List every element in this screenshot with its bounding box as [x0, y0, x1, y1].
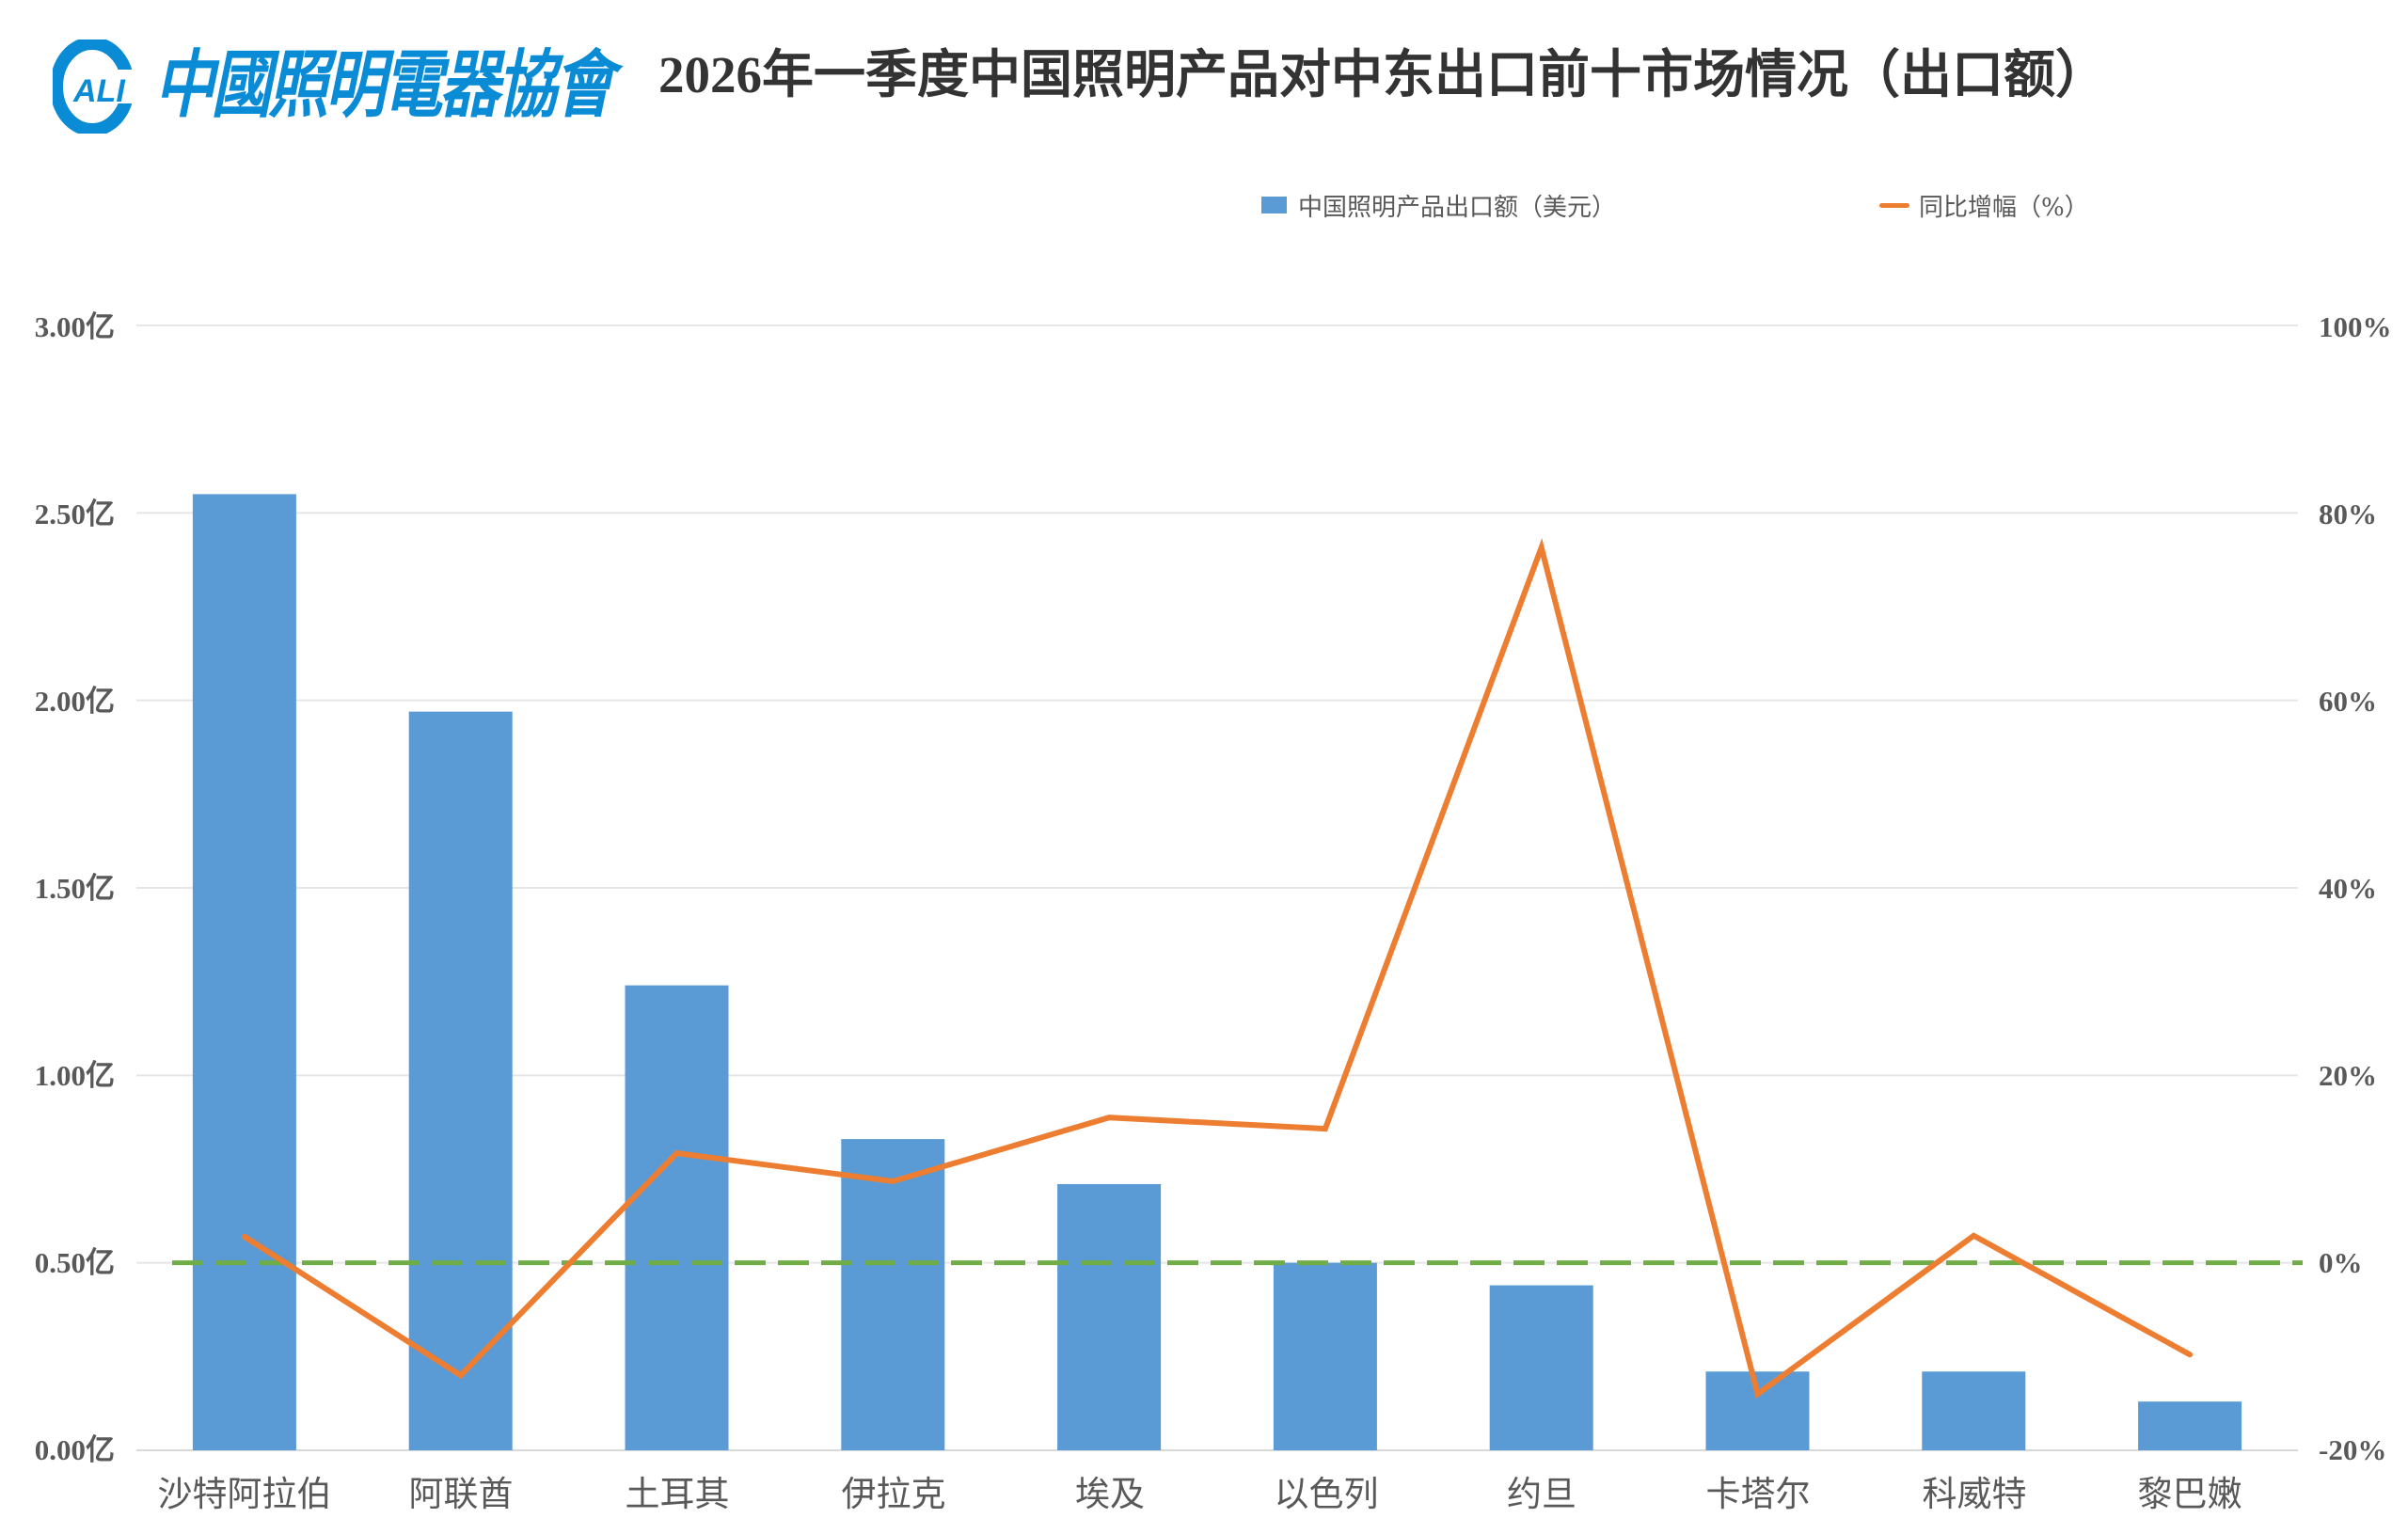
right-axis-tick: 80%	[2319, 498, 2377, 530]
legend-label: 中国照明产品出口额（美元）	[1298, 193, 1617, 222]
right-axis-tick: 100%	[2319, 310, 2392, 343]
org-name: 中國照明電器協會	[154, 42, 614, 128]
bar-8[interactable]	[1922, 1371, 2026, 1450]
category-label: 埃及	[1075, 1474, 1145, 1514]
category-label: 沙特阿拉伯	[157, 1474, 332, 1514]
cali-logo: ALI 中國照明電器協會	[49, 34, 614, 142]
legend-item-yoy-growth[interactable]: 同比增幅（%）	[1879, 188, 2089, 222]
right-axis-tick: 20%	[2319, 1059, 2377, 1092]
growth-line-series	[241, 538, 2194, 1400]
right-axis-tick: 60%	[2319, 685, 2377, 718]
category-label: 科威特	[1922, 1474, 2027, 1514]
category-label: 以色列	[1274, 1474, 1379, 1514]
legend-label: 同比增幅（%）	[1919, 193, 2089, 222]
left-axis-tick: 2.00亿	[34, 685, 115, 718]
right-axis-tick: 0%	[2319, 1246, 2363, 1279]
category-label: 卡塔尔	[1705, 1474, 1811, 1514]
line-swatch-icon	[1879, 202, 1909, 208]
right-axis-tick: -20%	[2319, 1433, 2387, 1466]
legend-item-export-value[interactable]: 中国照明产品出口额（美元）	[1261, 188, 1616, 222]
category-label: 伊拉克	[841, 1474, 946, 1514]
svg-text:ALI: ALI	[72, 73, 126, 109]
cali-ring-icon: ALI	[53, 40, 132, 134]
bar-6[interactable]	[1489, 1285, 1593, 1450]
bar-9[interactable]	[2138, 1401, 2242, 1450]
bar-4[interactable]	[1057, 1183, 1162, 1450]
bar-0[interactable]	[192, 494, 296, 1450]
chart-title: 2026年一季度中国照明产品对中东出口前十市场情况（出口额）	[658, 46, 2108, 103]
bar-5[interactable]	[1273, 1262, 1377, 1450]
category-label: 约旦	[1507, 1474, 1576, 1514]
category-label: 土耳其	[625, 1474, 730, 1514]
category-label: 黎巴嫩	[2137, 1474, 2242, 1514]
left-axis-tick: 0.00亿	[34, 1433, 115, 1466]
bar-3[interactable]	[841, 1139, 945, 1450]
left-axis-tick: 2.50亿	[34, 498, 115, 530]
bar-swatch-icon	[1261, 197, 1287, 213]
left-axis-tick: 0.50亿	[34, 1246, 115, 1279]
right-axis-tick: 40%	[2319, 872, 2377, 905]
left-axis-tick: 1.50亿	[34, 872, 115, 905]
bar-series	[192, 494, 2242, 1450]
left-axis-tick: 3.00亿	[34, 310, 115, 343]
bar-1[interactable]	[408, 711, 513, 1450]
category-label: 阿联酋	[408, 1474, 514, 1514]
bar-2[interactable]	[625, 985, 729, 1450]
left-axis-tick: 1.00亿	[34, 1059, 115, 1092]
